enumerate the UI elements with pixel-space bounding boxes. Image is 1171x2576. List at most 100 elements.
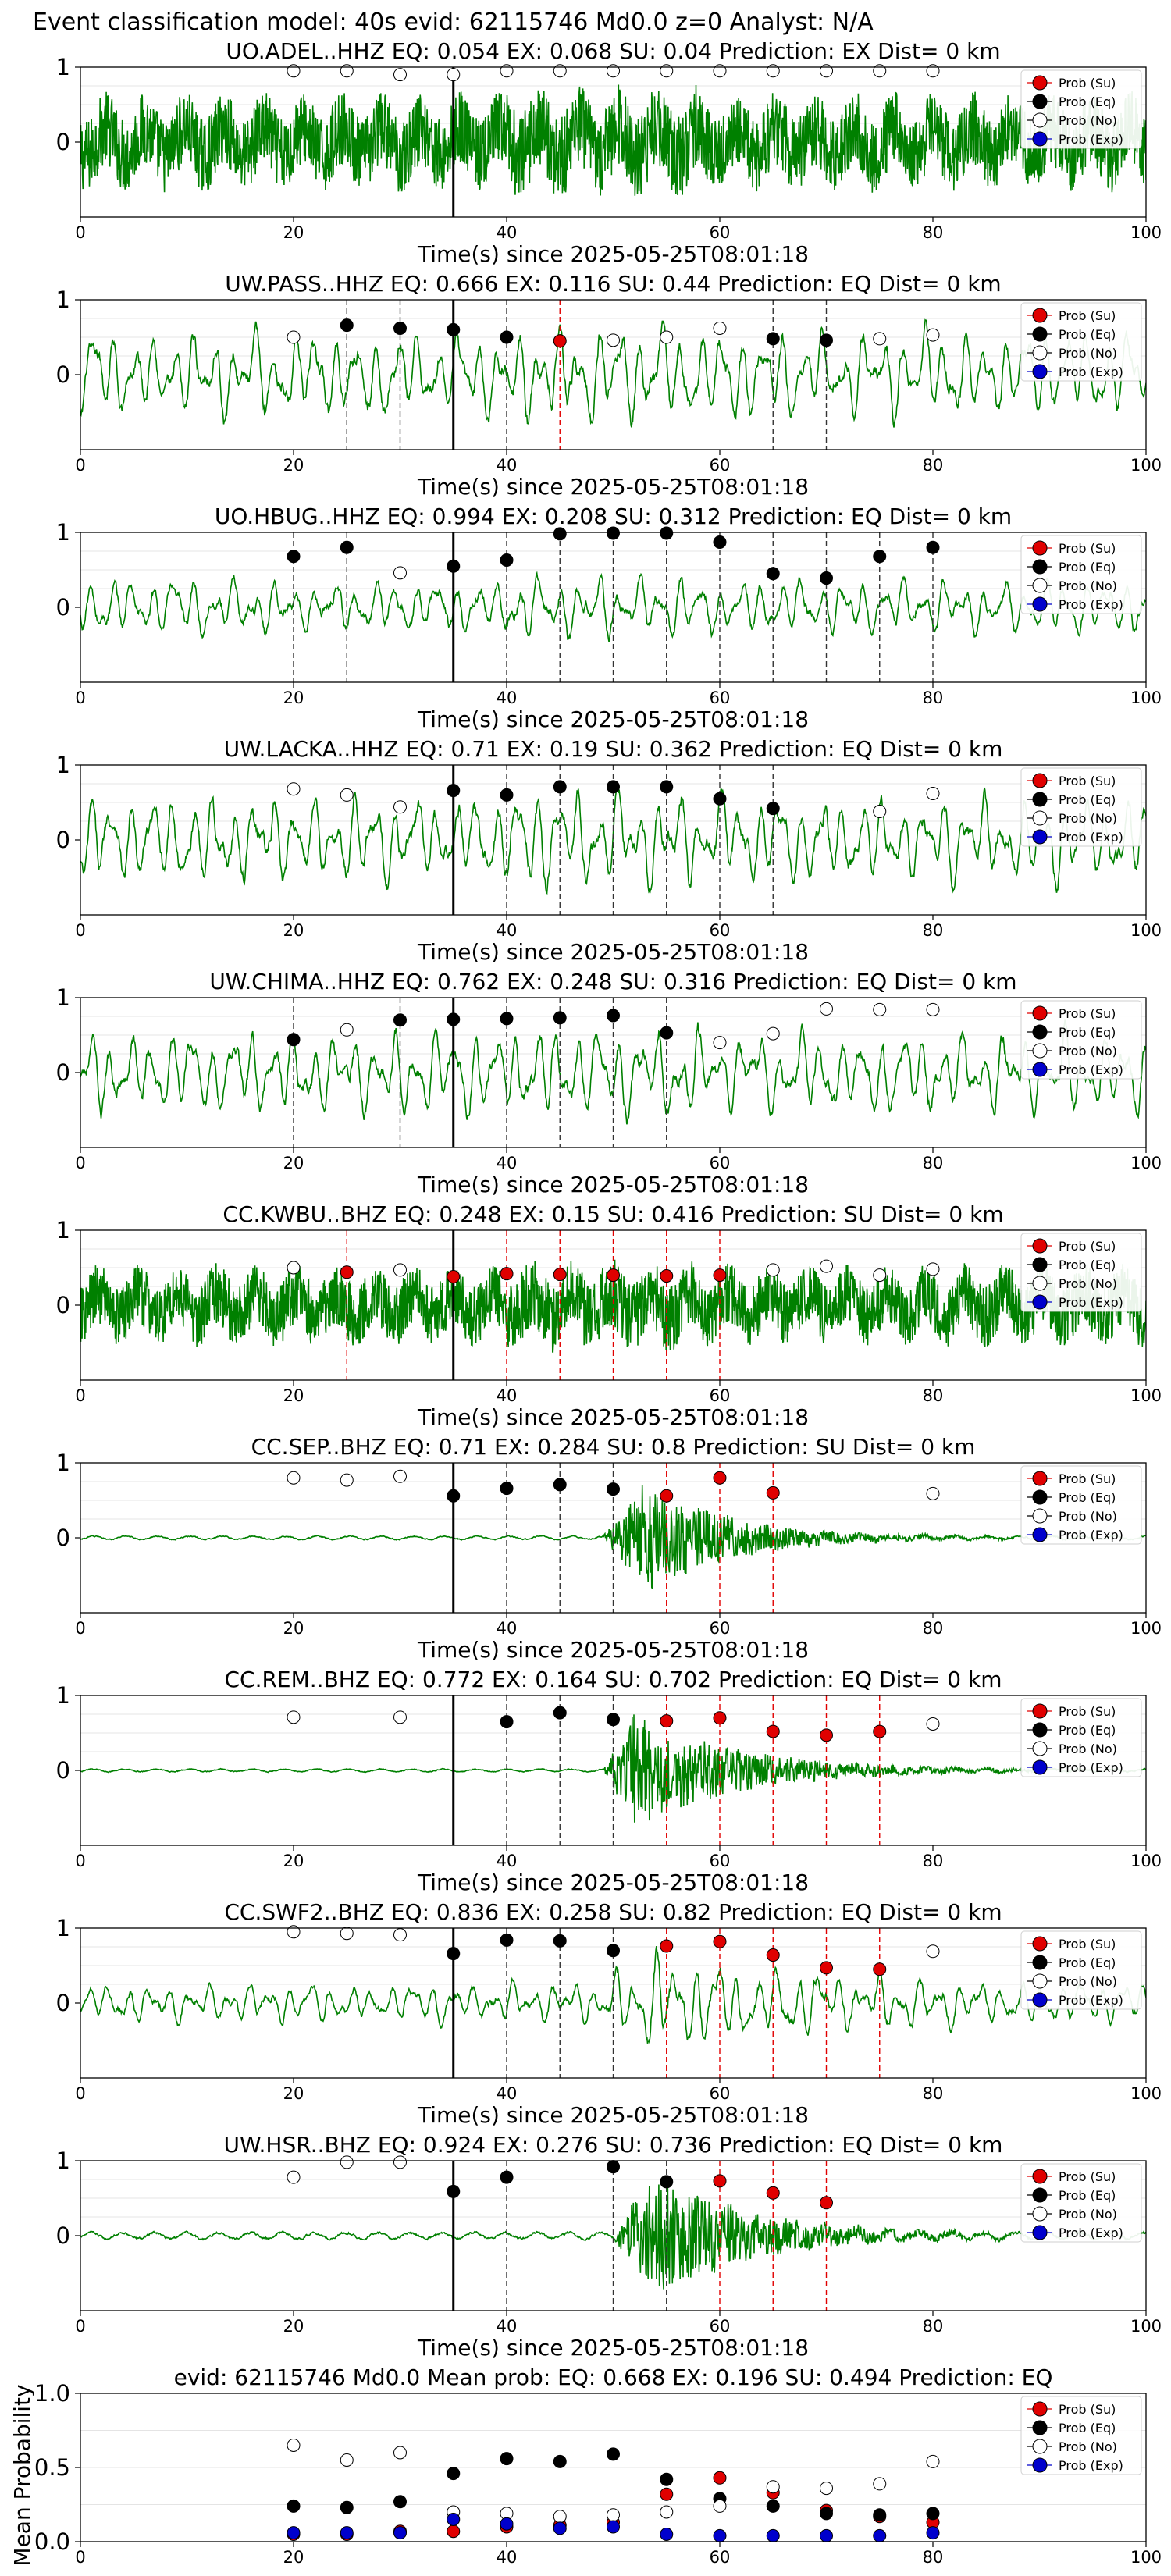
x-axis-label: Time(s) since 2025-05-25T08:01:18 [417,241,809,267]
y-tick-label: 0 [56,827,70,853]
y-tick-label: 1 [56,519,70,546]
prob-marker-no [340,788,354,802]
seismic-waveform [80,84,1146,196]
x-tick-label: 20 [283,2317,304,2336]
panel-title: UW.PASS..HHZ EQ: 0.666 EX: 0.116 SU: 0.4… [225,271,1001,297]
x-tick-label: 80 [923,1619,944,1638]
x-tick-label: 60 [710,1386,731,1405]
prob-marker-eq [340,540,354,554]
legend-marker-exp [1032,2225,1048,2240]
legend-marker-exp [1032,829,1048,845]
prob-marker-eq [607,1482,620,1496]
legend-label: Prob (Eq) [1059,792,1116,807]
x-tick-label: 20 [283,921,304,940]
x-tick-label: 40 [497,223,518,242]
prob-marker-su [713,2174,727,2188]
prob-marker-no [926,1944,940,1959]
x-tick-label: 20 [283,1852,304,1870]
x-tick-label: 0 [75,1619,85,1638]
x-tick-label: 0 [75,2084,85,2103]
prob-marker-eq [553,527,567,541]
x-tick-label: 0 [75,1852,85,1870]
x-tick-label: 60 [710,1154,731,1172]
prob-marker-no [766,64,780,78]
legend-marker-exp [1032,1294,1048,1310]
prob-marker-no [873,332,887,346]
prob-marker-no [447,68,461,82]
legend-marker-exp [1032,596,1048,612]
panel-title: evid: 62115746 Md0.0 Mean prob: EQ: 0.66… [174,2364,1053,2390]
prob-marker-su [713,1268,727,1283]
axes-frame [80,532,1147,683]
mean-point-eq [447,2467,461,2481]
x-tick-label: 80 [923,223,944,242]
prob-marker-eq [766,332,780,346]
y-tick-label: 0 [56,361,70,388]
prob-marker-eq [660,780,674,794]
x-tick-label: 60 [710,456,731,475]
legend-marker-eq [1032,1024,1048,1040]
legend-marker-su [1032,773,1048,788]
x-tick-label: 100 [1130,1619,1162,1638]
prob-marker-no [926,1717,940,1731]
y-tick-label: 1 [56,752,70,778]
prob-marker-su [873,1724,887,1738]
x-axis-label: Time(s) since 2025-05-25T08:01:18 [417,474,809,500]
legend-label: Prob (Su) [1059,541,1116,556]
axes-frame [80,299,1147,450]
y-tick-label: 1 [56,1450,70,1476]
legend-marker-exp [1032,1992,1048,2008]
x-tick-label: 40 [497,2084,518,2103]
x-tick-label: 40 [497,1154,518,1172]
prob-marker-eq [447,1947,461,1961]
x-tick-label: 60 [710,2548,731,2567]
prob-marker-no [340,2155,354,2169]
prob-marker-su [660,1489,674,1503]
x-tick-label: 100 [1130,688,1162,707]
x-tick-label: 100 [1130,1852,1162,1870]
prob-marker-eq [553,780,567,794]
prob-marker-eq [660,526,674,540]
prob-marker-no [393,800,407,814]
mean-point-exp [340,2526,354,2540]
x-tick-label: 0 [75,921,85,940]
x-tick-label: 80 [923,921,944,940]
y-tick-label: 0.5 [34,2454,70,2481]
mean-point-eq [340,2500,354,2514]
legend-label: Prob (No) [1059,1044,1117,1059]
y-tick-label: 0 [56,1990,70,2016]
figure-suptitle: Event classification model: 40s evid: 62… [33,9,874,36]
legend-label: Prob (Eq) [1059,2421,1116,2435]
prob-marker-eq [553,1011,567,1025]
x-tick-label: 60 [710,921,731,940]
x-tick-label: 100 [1130,1154,1162,1172]
mean-point-eq [553,2454,567,2468]
y-tick-label: 1 [56,286,70,313]
prob-marker-no [393,566,407,580]
x-axis-label: Time(s) since 2025-05-25T08:01:18 [417,1870,809,1895]
legend-marker-no [1032,810,1048,826]
seismic-waveform [80,1485,1146,1589]
x-axis-label: Time(s) since 2025-05-25T08:01:18 [417,2102,809,2128]
legend-marker-exp [1032,2457,1048,2473]
legend-marker-su [1032,1703,1048,1719]
y-tick-label: 0 [56,1525,70,1551]
prob-marker-eq [926,540,940,554]
legend-label: Prob (Exp) [1059,830,1123,845]
legend-label: Prob (Eq) [1059,1490,1116,1505]
x-axis-label: Time(s) since 2025-05-25T08:01:18 [417,1404,809,1430]
legend-label: Prob (No) [1059,1742,1117,1756]
y-tick-label: 1 [56,1682,70,1709]
x-tick-label: 0 [75,688,85,707]
prob-marker-no [926,1262,940,1276]
legend-box [1020,767,1142,847]
x-tick-label: 80 [923,1852,944,1870]
legend-label: Prob (Eq) [1059,1025,1116,1040]
legend-label: Prob (No) [1059,811,1117,826]
prob-marker-eq [500,1715,514,1729]
prob-marker-eq [713,792,727,806]
x-tick-label: 60 [710,688,731,707]
axes-frame [80,2393,1147,2542]
x-tick-label: 100 [1130,2084,1162,2103]
